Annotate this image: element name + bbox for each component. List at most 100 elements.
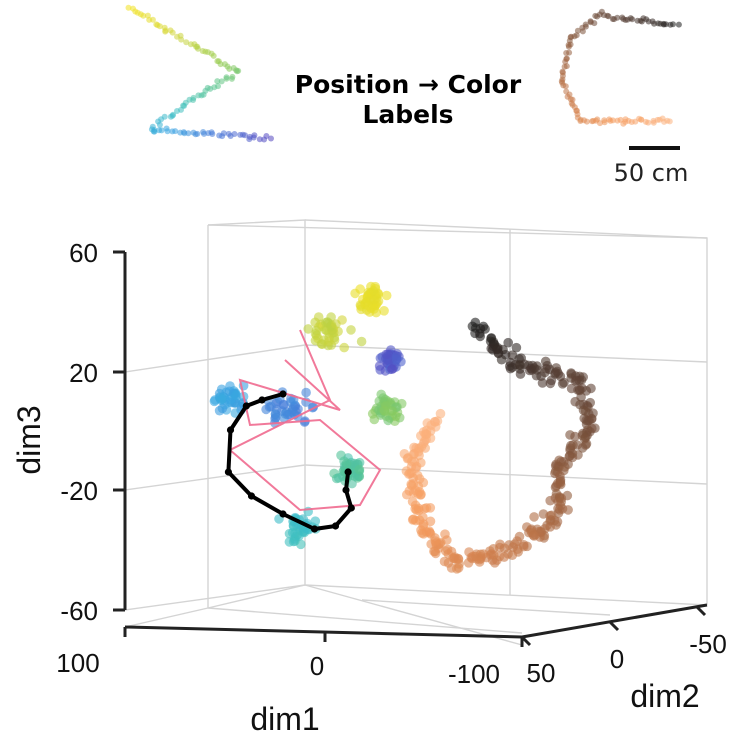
- track-point: [435, 408, 446, 419]
- legend-maze-point: [125, 4, 132, 11]
- legend-maze-point: [256, 136, 263, 143]
- maze-point: [379, 405, 390, 415]
- legend-maze-point: [180, 129, 187, 136]
- track-point: [570, 431, 580, 442]
- legend-track-point: [579, 28, 586, 35]
- track-point: [474, 557, 485, 567]
- x-tick-label-100: 100: [56, 648, 99, 678]
- maze-point: [356, 336, 367, 347]
- legend-track-point: [645, 119, 652, 126]
- track-point: [429, 546, 439, 557]
- legend-track-point: [583, 118, 590, 125]
- trajectory-point: [344, 468, 352, 476]
- y-tick-label-50: 50: [527, 658, 556, 688]
- maze-point: [350, 288, 360, 299]
- legend-maze-point: [210, 52, 217, 59]
- track-point: [580, 440, 591, 450]
- maze-point: [369, 294, 379, 305]
- legend-track-inset: [558, 8, 682, 127]
- legend-maze-point: [183, 39, 190, 46]
- legend-maze-point: [185, 130, 192, 137]
- track-point: [515, 369, 526, 379]
- legend-maze-point: [217, 61, 224, 68]
- track-point: [554, 505, 565, 515]
- maze-point: [378, 393, 389, 403]
- trajectory-point: [242, 402, 250, 410]
- maze-point: [310, 516, 321, 526]
- legend-maze-point: [194, 130, 201, 137]
- legend-maze-point: [231, 131, 238, 137]
- maze-point: [216, 384, 227, 395]
- track-point: [566, 383, 577, 394]
- trajectory-point: [258, 396, 266, 404]
- track-point: [478, 549, 489, 559]
- legend-track-point: [592, 12, 599, 19]
- legend-maze-point: [178, 36, 185, 43]
- maze-point: [336, 450, 346, 461]
- track-point: [566, 369, 577, 379]
- x-tick-label-0: 0: [310, 651, 324, 681]
- maze-point: [369, 414, 380, 425]
- legend-maze-point: [195, 92, 202, 99]
- maze-point: [288, 527, 298, 538]
- legend-track-point: [601, 119, 608, 126]
- maze-point: [381, 349, 392, 360]
- track-point: [537, 378, 548, 388]
- track-point: [555, 478, 565, 488]
- legend-maze-point: [169, 29, 176, 36]
- track-point: [554, 455, 564, 466]
- grid-h-60: [207, 224, 708, 239]
- track-point: [463, 558, 474, 568]
- track-point: [439, 556, 450, 567]
- maze-point: [287, 404, 298, 415]
- legend-maze-point: [228, 75, 235, 82]
- track-point: [531, 370, 542, 381]
- maze-point: [280, 409, 291, 419]
- grid-floor1: [124, 607, 209, 628]
- back-wall-bottom: [304, 584, 708, 606]
- track-point: [399, 449, 410, 459]
- grid-h-m20: [124, 464, 306, 491]
- track-point: [586, 413, 597, 424]
- maze-point: [346, 325, 356, 335]
- axis-ticks: [113, 250, 707, 647]
- legend-maze-point: [263, 133, 270, 139]
- z-tick-label-60: 60: [69, 238, 98, 268]
- track-point: [541, 363, 551, 374]
- legend-maze-point: [156, 23, 163, 30]
- maze-point: [341, 458, 352, 469]
- maze-point: [363, 300, 373, 311]
- track-point: [414, 505, 424, 516]
- maze-point: [313, 312, 324, 322]
- grid-floor3: [361, 599, 611, 616]
- track-point: [545, 378, 556, 389]
- track-point: [552, 366, 562, 377]
- track-point: [529, 512, 539, 522]
- maze-point: [311, 330, 322, 341]
- maze-point: [303, 324, 314, 334]
- maze-point: [387, 364, 397, 375]
- legend-maze-point: [214, 78, 221, 85]
- track-point: [555, 471, 565, 481]
- maze-point: [333, 473, 344, 483]
- maze-point: [363, 287, 374, 298]
- legend-maze-point: [151, 128, 158, 135]
- legend-maze-point: [140, 12, 147, 19]
- y-tick-50: [520, 635, 532, 647]
- track-point: [563, 505, 573, 515]
- z-tick-label-m20: -20: [60, 476, 98, 506]
- track-point: [451, 554, 462, 564]
- track-point: [503, 337, 513, 348]
- track-point: [452, 564, 462, 574]
- track-point: [425, 433, 436, 444]
- trajectory-point: [226, 426, 235, 434]
- legend-track-point: [638, 116, 645, 123]
- x-axis-title: dim1: [250, 701, 319, 737]
- grid-h-m20b: [304, 464, 708, 485]
- legend-track-point: [634, 17, 641, 24]
- decoded-path-line: [228, 329, 382, 512]
- y-axis-line: [521, 603, 708, 639]
- y-tick-label-0: 0: [610, 644, 624, 674]
- track-point: [464, 547, 474, 557]
- maze-point: [225, 381, 235, 391]
